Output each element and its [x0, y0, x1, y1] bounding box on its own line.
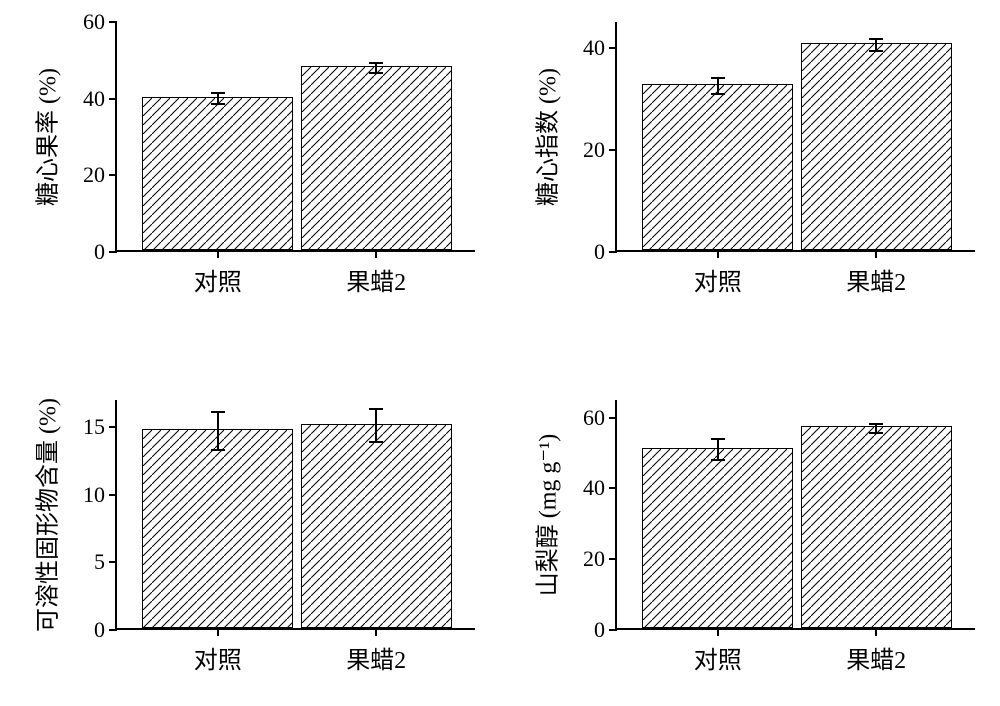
- error-bar-line: [375, 409, 377, 441]
- ytick-label: 40: [583, 475, 617, 501]
- bar: [142, 97, 293, 250]
- error-cap-lower: [869, 50, 883, 52]
- error-cap-upper: [869, 423, 883, 425]
- xtick-label: 对照: [194, 628, 242, 675]
- y-axis-label: 糖心指数 (%): [528, 68, 563, 206]
- bar: [301, 424, 452, 628]
- bar: [142, 429, 293, 628]
- error-cap-upper: [869, 38, 883, 40]
- bar: [801, 43, 952, 250]
- hatch-pattern: [143, 430, 292, 627]
- error-cap-lower: [711, 459, 725, 461]
- ytick-label: 0: [94, 617, 117, 643]
- error-cap-lower: [711, 93, 725, 95]
- error-cap-lower: [211, 449, 225, 451]
- error-cap-upper: [369, 62, 383, 64]
- xtick-label: 果蜡2: [846, 628, 906, 675]
- ytick-label: 20: [583, 137, 617, 163]
- hatch-pattern: [643, 85, 792, 249]
- hatch-pattern: [802, 427, 951, 627]
- ytick-label: 15: [83, 414, 117, 440]
- bar: [642, 448, 793, 628]
- hatch-pattern: [302, 67, 451, 249]
- error-cap-upper: [369, 408, 383, 410]
- xtick-label: 果蜡2: [346, 628, 406, 675]
- ytick-label: 40: [83, 86, 117, 112]
- plot-area: 02040对照果蜡2: [615, 22, 975, 252]
- ytick-label: 60: [83, 9, 117, 35]
- ytick-label: 0: [594, 239, 617, 265]
- ytick-label: 20: [583, 546, 617, 572]
- y-axis-label: 山梨醇 (mg g⁻¹): [528, 434, 563, 597]
- error-cap-lower: [369, 72, 383, 74]
- error-bar-line: [717, 439, 719, 460]
- error-cap-upper: [711, 438, 725, 440]
- bar: [642, 84, 793, 250]
- xtick-label: 果蜡2: [846, 250, 906, 297]
- hatch-pattern: [302, 425, 451, 627]
- bar: [301, 66, 452, 250]
- ytick-label: 60: [583, 405, 617, 431]
- hatch-pattern: [143, 98, 292, 249]
- xtick-label: 果蜡2: [346, 250, 406, 297]
- ytick-label: 40: [583, 35, 617, 61]
- ytick-label: 0: [94, 239, 117, 265]
- ytick-label: 0: [594, 617, 617, 643]
- bar: [801, 426, 952, 628]
- xtick-label: 对照: [694, 250, 742, 297]
- figure-container: 0204060对照果蜡2糖心果率 (%)02040对照果蜡2糖心指数 (%)05…: [0, 0, 1000, 706]
- error-cap-upper: [211, 92, 225, 94]
- error-bar-line: [717, 78, 719, 93]
- plot-area: 0204060对照果蜡2: [615, 400, 975, 630]
- ytick-label: 5: [94, 549, 117, 575]
- error-cap-lower: [869, 432, 883, 434]
- error-cap-upper: [211, 411, 225, 413]
- error-cap-upper: [711, 77, 725, 79]
- ytick-label: 10: [83, 482, 117, 508]
- hatch-pattern: [643, 449, 792, 627]
- error-cap-lower: [369, 441, 383, 443]
- plot-area: 051015对照果蜡2: [115, 400, 475, 630]
- error-cap-lower: [211, 103, 225, 105]
- xtick-label: 对照: [694, 628, 742, 675]
- xtick-label: 对照: [194, 250, 242, 297]
- ytick-label: 20: [83, 162, 117, 188]
- error-bar-line: [217, 412, 219, 450]
- y-axis-label: 糖心果率 (%): [28, 68, 63, 206]
- hatch-pattern: [802, 44, 951, 249]
- y-axis-label: 可溶性固形物含量 (%): [28, 398, 63, 632]
- plot-area: 0204060对照果蜡2: [115, 22, 475, 252]
